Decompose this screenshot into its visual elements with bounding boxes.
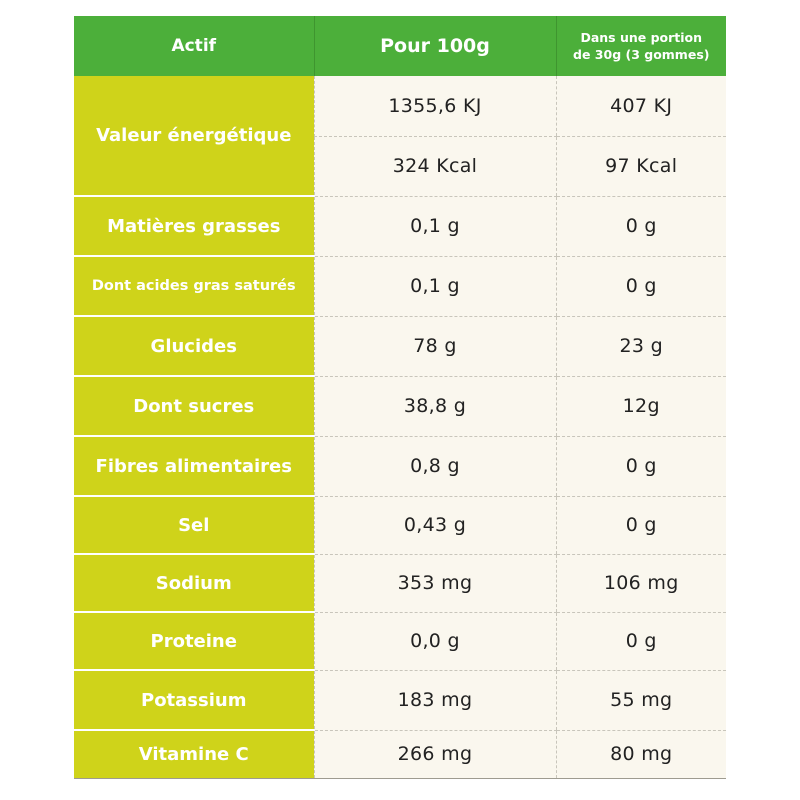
row-per-100g: 353 mg: [313, 554, 556, 613]
header-per-portion-line2: de 30g (3 gommes): [573, 47, 710, 62]
row-label: Matières grasses: [74, 196, 314, 257]
row-per-portion: 0 g: [555, 196, 726, 257]
header-per-100g: Pour 100g: [313, 16, 556, 76]
row-per-portion: 106 mg: [555, 554, 726, 613]
energy-label: Valeur énergétique: [74, 76, 314, 197]
row-label: Vitamine C: [74, 730, 314, 779]
row-dont-sucres: Dont sucres 38,8 g 12g: [74, 376, 726, 437]
header-per-portion: Dans une portion de 30g (3 gommes): [555, 16, 726, 76]
row-per-100g: 78 g: [313, 316, 556, 377]
row-sel: Sel 0,43 g 0 g: [74, 496, 726, 555]
row-glucides: Glucides 78 g 23 g: [74, 316, 726, 377]
row-per-portion: 0 g: [555, 436, 726, 497]
row-per-portion: 0 g: [555, 612, 726, 671]
row-per-100g: 0,8 g: [313, 436, 556, 497]
row-potassium: Potassium 183 mg 55 mg: [74, 670, 726, 731]
row-per-100g: 0,1 g: [313, 256, 556, 317]
energy-kcal-per-100g: 324 Kcal: [313, 136, 556, 197]
row-sodium: Sodium 353 mg 106 mg: [74, 554, 726, 613]
row-per-100g: 183 mg: [313, 670, 556, 731]
energy-kcal-per-portion: 97 Kcal: [555, 136, 726, 197]
row-label: Fibres alimentaires: [74, 436, 314, 497]
row-proteine: Proteine 0,0 g 0 g: [74, 612, 726, 671]
row-per-100g: 0,1 g: [313, 196, 556, 257]
energy-row-kj: Valeur énergétique 1355,6 KJ 407 KJ: [74, 76, 726, 197]
energy-kj-per-100g: 1355,6 KJ: [313, 76, 556, 137]
nutrition-table: Actif Pour 100g Dans une portion de 30g …: [74, 16, 726, 779]
row-label: Potassium: [74, 670, 314, 731]
row-per-100g: 266 mg: [313, 730, 556, 779]
row-label: Dont sucres: [74, 376, 314, 437]
row-label: Sodium: [74, 554, 314, 613]
row-label: Proteine: [74, 612, 314, 671]
row-fibres-alimentaires: Fibres alimentaires 0,8 g 0 g: [74, 436, 726, 497]
row-per-100g: 0,0 g: [313, 612, 556, 671]
header-actif: Actif: [74, 16, 314, 76]
row-label: Dont acides gras saturés: [74, 256, 314, 317]
row-per-portion: 23 g: [555, 316, 726, 377]
row-per-portion: 0 g: [555, 496, 726, 555]
row-acides-gras-satures: Dont acides gras saturés 0,1 g 0 g: [74, 256, 726, 317]
row-label: Glucides: [74, 316, 314, 377]
row-per-portion: 0 g: [555, 256, 726, 317]
row-per-portion: 80 mg: [555, 730, 726, 779]
row-per-portion: 12g: [555, 376, 726, 437]
header-per-portion-line1: Dans une portion: [580, 30, 703, 45]
row-matieres-grasses: Matières grasses 0,1 g 0 g: [74, 196, 726, 257]
row-per-100g: 38,8 g: [313, 376, 556, 437]
row-label: Sel: [74, 496, 314, 555]
row-per-100g: 0,43 g: [313, 496, 556, 555]
energy-row-kcal: 324 Kcal 97 Kcal: [74, 136, 726, 197]
row-per-portion: 55 mg: [555, 670, 726, 731]
energy-kj-per-portion: 407 KJ: [555, 76, 726, 137]
header-row: Actif Pour 100g Dans une portion de 30g …: [74, 16, 726, 76]
row-vitamine-c: Vitamine C 266 mg 80 mg: [74, 730, 726, 779]
